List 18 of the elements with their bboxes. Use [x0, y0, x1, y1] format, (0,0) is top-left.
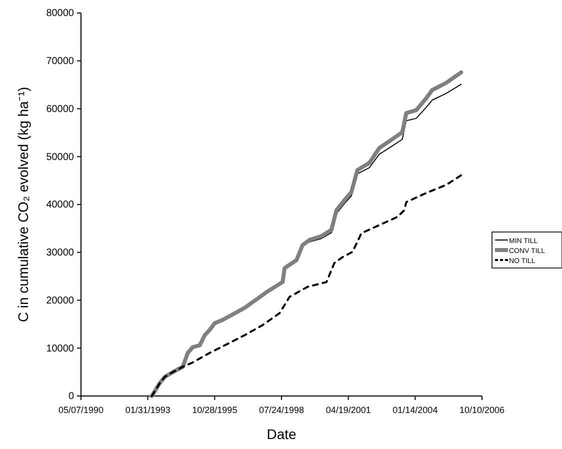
y-tick-label: 20000 [46, 295, 74, 306]
x-tick-label: 10/10/2006 [459, 404, 505, 415]
y-tick-label: 10000 [46, 343, 74, 354]
x-tick-label: 01/14/2004 [392, 404, 438, 415]
y-tick-label: 50000 [46, 152, 74, 163]
y-tick-label: 80000 [46, 8, 74, 20]
x-tick-label: 10/28/1995 [192, 404, 238, 415]
y-tick-label: 0 [68, 391, 74, 402]
y-tick-label: 40000 [46, 200, 74, 211]
x-axis-title: Date [266, 426, 296, 442]
y-tick-label: 70000 [46, 56, 74, 68]
x-tick-label: 05/07/1990 [58, 404, 104, 415]
x-tick-label: 01/31/1993 [125, 404, 170, 415]
x-tick-label: 04/19/2001 [326, 404, 371, 415]
y-tick-label: 60000 [46, 104, 74, 115]
y-tick-label: 30000 [46, 248, 74, 259]
x-tick-label: 07/24/1998 [258, 404, 304, 415]
y-axis-title: C in cumulative CO₂ evolved (kg ha⁻¹) [15, 86, 31, 322]
